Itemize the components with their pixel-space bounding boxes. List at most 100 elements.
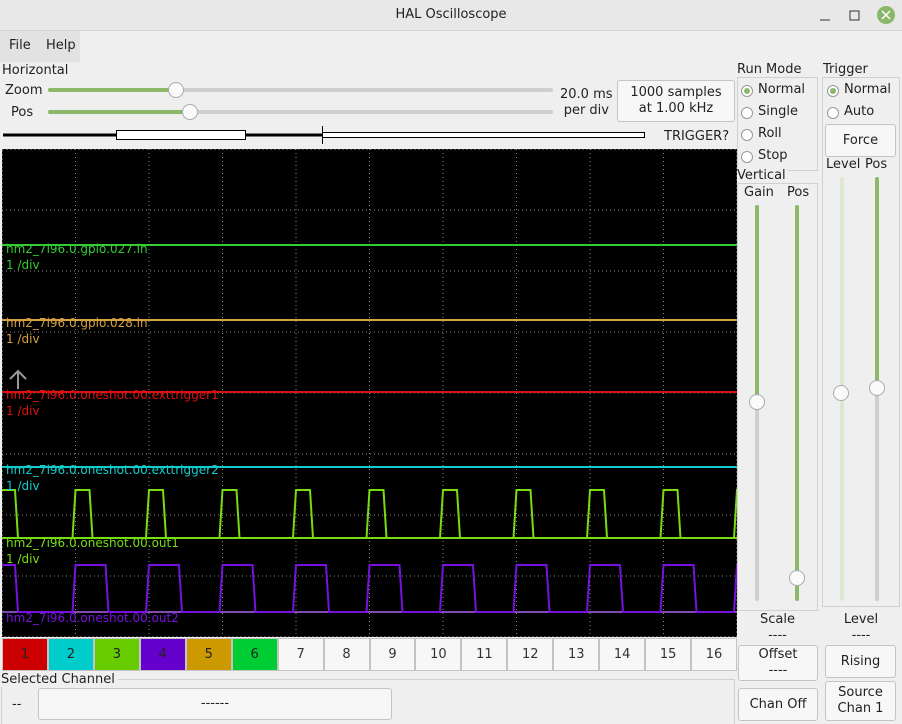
label: Pos (11, 105, 34, 120)
channel-button[interactable]: 8 (323, 638, 370, 671)
slider-knob[interactable] (869, 380, 885, 396)
selected-name-text: ------ (200, 696, 230, 711)
radio[interactable] (827, 85, 839, 97)
vpos-slider[interactable] (795, 205, 799, 601)
scale-text: 20.0 ms (560, 87, 613, 102)
slider-fill (875, 177, 879, 388)
zoom-slider[interactable] (48, 88, 553, 92)
channel-number: 6 (250, 646, 259, 662)
source-button[interactable]: Source Chan 1 (825, 681, 896, 721)
selected-short: -- (12, 697, 22, 712)
edge-button[interactable]: Rising (825, 645, 896, 678)
samples-text: at 1.00 kHz (638, 101, 714, 116)
channel-button[interactable]: 7 (277, 638, 324, 671)
overview-rest (322, 132, 645, 138)
radio-label[interactable]: Roll (758, 126, 782, 141)
samples-box: 1000 samples at 1.00 kHz (617, 80, 735, 122)
section-title: Horizontal (2, 63, 69, 78)
window-title: HAL Oscilloscope (395, 7, 507, 22)
label: Gain (744, 185, 774, 200)
radio-label[interactable]: Stop (758, 148, 788, 163)
slider-knob[interactable] (749, 394, 765, 410)
channel-button[interactable]: 2 (47, 638, 94, 671)
value: ---- (851, 628, 871, 643)
channel-button[interactable]: 11 (461, 638, 508, 671)
force-button[interactable]: Force (825, 124, 896, 157)
channel-number: 12 (522, 646, 539, 662)
channel-button[interactable]: 6 (231, 638, 278, 671)
channel-number: 3 (112, 646, 121, 662)
channel-number: 7 (296, 646, 305, 662)
channel-number: 8 (342, 646, 351, 662)
radio-label[interactable]: Auto (844, 104, 875, 119)
chan-off-button[interactable]: Chan Off (738, 688, 818, 721)
close-icon (881, 10, 891, 20)
radio-label[interactable]: Normal (758, 82, 806, 97)
slider-knob[interactable] (833, 385, 849, 401)
label: Level (843, 612, 879, 627)
slider-knob[interactable] (168, 82, 184, 98)
menu-item[interactable]: File (9, 38, 31, 53)
channel-button[interactable]: 13 (553, 638, 600, 671)
button-text: Rising (840, 653, 881, 669)
slider-fill (48, 110, 190, 114)
label: Pos (787, 185, 810, 200)
overview-bar (3, 126, 645, 144)
channel-button[interactable]: 15 (645, 638, 692, 671)
channel-button[interactable]: 3 (93, 638, 140, 671)
section-title: Trigger (823, 62, 870, 77)
radio[interactable] (741, 107, 753, 119)
channel-button[interactable]: 16 (691, 638, 737, 671)
channel-number: 14 (613, 646, 631, 662)
button-text: ---- (768, 663, 788, 678)
radio[interactable] (741, 151, 753, 163)
channel-button[interactable]: 10 (415, 638, 462, 671)
slider-knob[interactable] (789, 570, 805, 586)
vertical-frame (737, 183, 818, 611)
channel-button[interactable]: 9 (369, 638, 416, 671)
window-controls (820, 6, 895, 24)
menu-item[interactable]: Help (46, 38, 76, 53)
channel-number: 5 (204, 646, 213, 662)
channel-number: 10 (430, 646, 447, 662)
selected-name[interactable]: ------ (38, 688, 392, 720)
scope-display: hm2_7i96.0.gpio.027.in 1 /div hm2_7i96.0.g… (2, 149, 737, 637)
radio[interactable] (827, 107, 839, 119)
trace-name: hm2_7i96.0.oneshot.00.out1 (6, 536, 179, 550)
radio[interactable] (741, 129, 753, 141)
offset-button[interactable]: Offset ---- (738, 645, 818, 681)
trigger-status: TRIGGER? (664, 129, 730, 144)
channel-number: 2 (66, 646, 76, 662)
channel-number: 1 (20, 646, 30, 662)
button-text: Chan 1 (837, 701, 884, 716)
section-title: Run Mode (737, 62, 804, 77)
trigger-arrow (9, 369, 27, 389)
button-text: Source (838, 685, 883, 700)
section-title: Selected Channel (1, 672, 118, 687)
radio-label[interactable]: Normal (844, 82, 892, 97)
channel-button[interactable]: 14 (599, 638, 646, 671)
trace-name: hm2_7i96.0.gpio.028.in (6, 316, 148, 330)
radio-label[interactable]: Single (758, 104, 798, 119)
trace-name: hm2_7i96.0.oneshot.00.out2 (6, 611, 179, 625)
trace-scale: 1 /div (6, 404, 40, 418)
slider-fill (755, 205, 759, 402)
channel-button[interactable]: 4 (139, 638, 186, 671)
maximize[interactable] (849, 10, 860, 21)
trigger-frame (822, 77, 900, 607)
label: Scale (760, 612, 795, 627)
trace (2, 489, 737, 539)
label: Pos (865, 157, 888, 172)
trace-scale: 1 /div (6, 479, 40, 493)
button-text: Offset (758, 647, 798, 662)
slider-knob[interactable] (182, 104, 198, 120)
channel-button[interactable]: 5 (185, 638, 232, 671)
pos-slider[interactable] (48, 110, 553, 114)
channel-number: 4 (158, 646, 167, 662)
channel-button[interactable]: 1 (2, 638, 48, 671)
overview-window (116, 130, 246, 140)
channel-number: 11 (476, 646, 493, 662)
radio[interactable] (741, 85, 753, 97)
channel-button[interactable]: 12 (507, 638, 554, 671)
